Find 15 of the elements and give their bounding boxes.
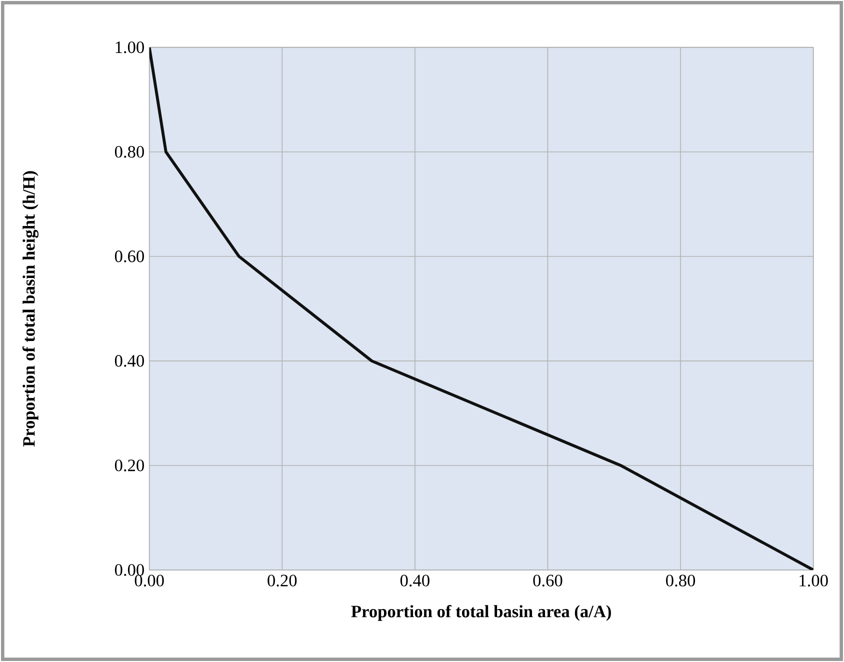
y-tick-label: 0.00	[114, 564, 144, 576]
y-tick-label: 0.20	[114, 460, 144, 472]
x-tick-label: 0.80	[666, 574, 696, 586]
x-tick-label: 0.20	[268, 574, 297, 586]
x-tick-label: 0.60	[533, 574, 562, 586]
y-tick-label: 0.60	[114, 250, 144, 262]
line-series	[149, 47, 814, 570]
x-tick-label: 1.00	[800, 574, 828, 586]
y-axis-title: Proportion of total basin height (h/H)	[22, 171, 38, 447]
y-tick-label: 0.80	[114, 146, 144, 158]
x-axis-title: Proportion of total basin area (a/A)	[351, 604, 611, 621]
y-tick-label: 0.40	[114, 355, 144, 367]
x-tick-label: 0.40	[400, 574, 430, 586]
x-tick-label: 0.00	[134, 574, 164, 586]
y-tick-label: 1.00	[116, 41, 144, 54]
